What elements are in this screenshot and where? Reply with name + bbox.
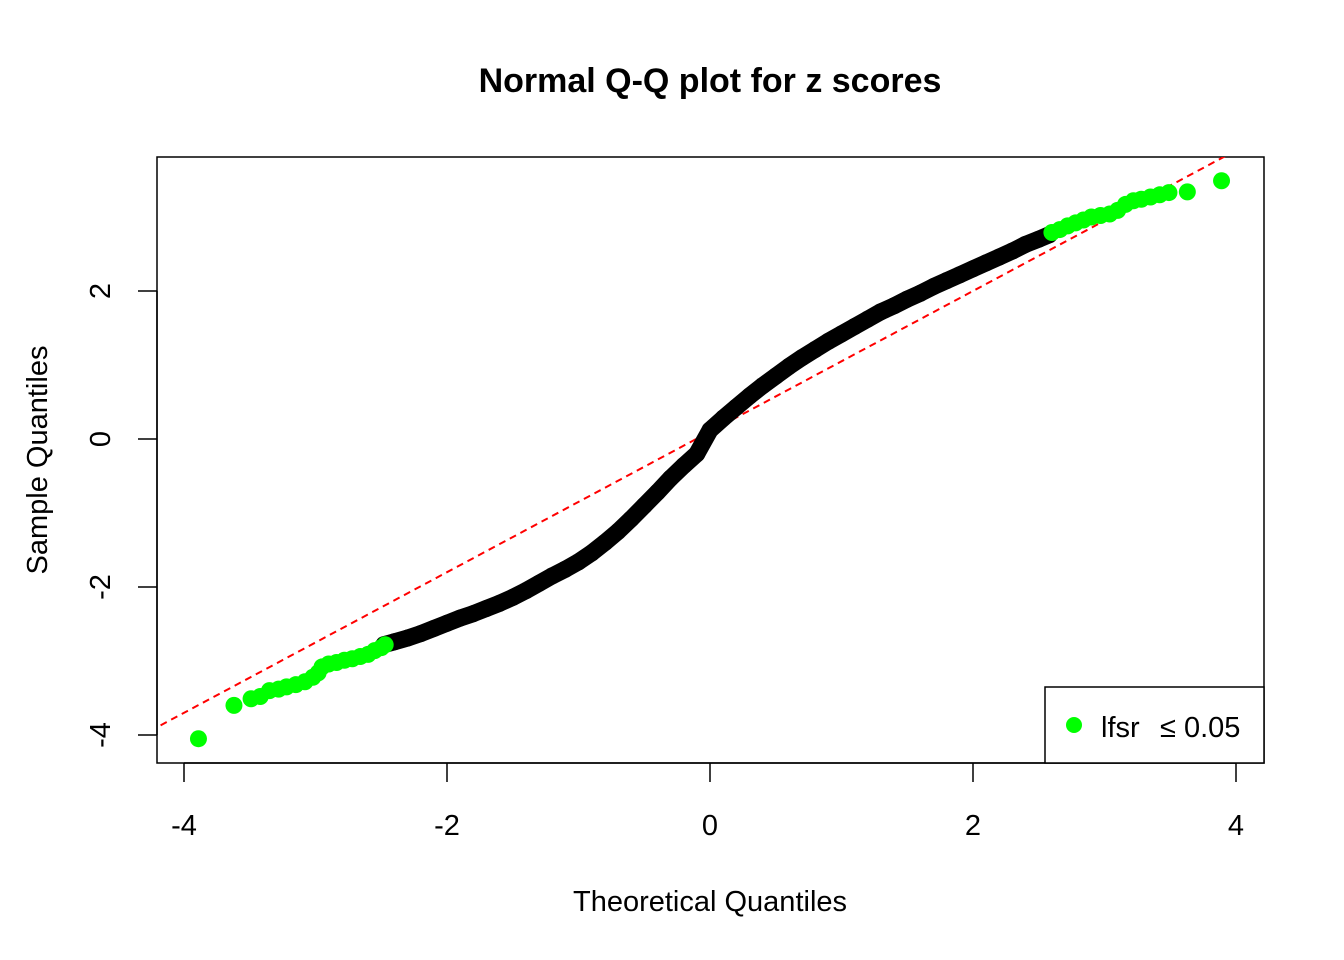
data-point-black — [1017, 235, 1035, 253]
data-point-black — [846, 318, 864, 336]
data-point-black — [491, 594, 509, 612]
data-point-black — [727, 398, 745, 416]
data-point-black — [451, 609, 469, 627]
black-points-band — [375, 226, 1058, 654]
data-point-black — [767, 367, 785, 385]
data-point-black — [780, 357, 798, 375]
data-point-black — [688, 445, 706, 463]
data-point-green — [376, 636, 394, 654]
data-point-black — [596, 534, 614, 552]
data-point-black — [1003, 242, 1021, 260]
data-point-black — [885, 297, 903, 315]
data-point-black — [464, 605, 482, 623]
data-point-black — [951, 266, 969, 284]
chart-title: Normal Q-Q plot for z scores — [479, 62, 942, 100]
data-point-black — [477, 599, 495, 617]
data-point-black — [754, 377, 772, 395]
data-point-black — [399, 629, 417, 647]
data-point-black — [438, 614, 456, 632]
data-point-black — [911, 284, 929, 302]
data-point-black — [648, 483, 666, 501]
data-point-black — [859, 310, 877, 328]
data-point-black — [662, 469, 680, 487]
y-tick-label: -4 — [85, 722, 117, 748]
y-axis-label: Sample Quantiles — [22, 346, 54, 575]
data-point-black — [964, 260, 982, 278]
data-point-black — [925, 278, 943, 296]
legend-threshold: ≤ 0.05 — [1160, 712, 1240, 744]
x-axis-label: Theoretical Quantiles — [573, 886, 847, 918]
data-point-black — [793, 349, 811, 367]
legend: lfsr ≤ 0.05 — [1044, 686, 1265, 764]
data-point-black — [543, 567, 561, 585]
data-point-black — [701, 421, 719, 439]
data-point-black — [622, 510, 640, 528]
data-point-black — [570, 553, 587, 571]
data-point-black — [530, 574, 548, 592]
data-point-black — [938, 272, 956, 290]
data-point-black — [635, 497, 653, 515]
data-point-green — [189, 730, 207, 748]
data-point-black — [819, 332, 837, 350]
data-point-black — [425, 619, 443, 637]
x-tick-label: 0 — [702, 810, 718, 842]
data-point-green — [1213, 172, 1231, 190]
x-tick-label: 4 — [1228, 810, 1244, 842]
legend-marker — [1066, 717, 1082, 733]
data-point-black — [714, 409, 732, 427]
data-point-green — [225, 696, 243, 714]
y-axis: -4 -2 0 2 — [85, 283, 158, 748]
data-point-black — [609, 523, 627, 540]
data-point-green — [1160, 184, 1178, 202]
data-point-black — [898, 290, 916, 308]
y-tick-label: 2 — [85, 283, 117, 299]
series-black-points — [375, 226, 1058, 654]
data-point-black — [806, 340, 824, 358]
data-point-black — [517, 582, 535, 600]
x-axis: -4 -2 0 2 4 — [171, 762, 1244, 842]
x-tick-label: 2 — [965, 810, 981, 842]
data-point-green — [1178, 183, 1196, 201]
data-point-black — [412, 625, 430, 643]
data-point-black — [833, 325, 850, 343]
data-point-black — [872, 303, 890, 321]
data-point-black — [675, 457, 693, 475]
series-green-points — [189, 172, 1231, 748]
data-point-black — [740, 387, 758, 405]
legend-label: lfsr — [1101, 712, 1140, 744]
y-tick-label: -2 — [85, 574, 117, 600]
y-tick-label: 0 — [85, 431, 117, 447]
data-point-black — [556, 560, 574, 578]
data-point-black — [977, 254, 995, 272]
x-tick-label: -2 — [434, 810, 460, 842]
data-point-black — [990, 248, 1008, 266]
data-point-black — [504, 588, 522, 606]
data-point-black — [583, 544, 601, 562]
x-tick-label: -4 — [171, 810, 197, 842]
